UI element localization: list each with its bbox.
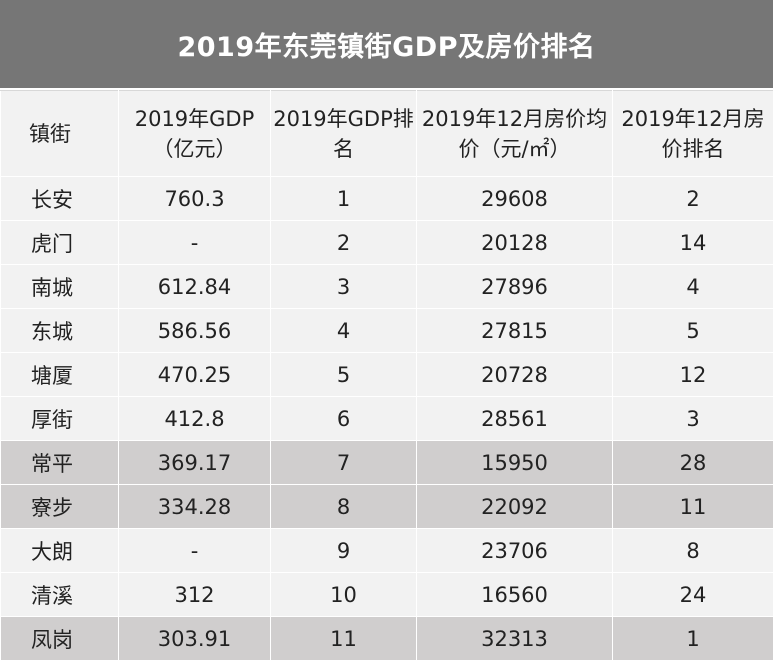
header-price: 2019年12月房价均价（元/㎡） xyxy=(417,91,613,177)
cell-gdp: 312 xyxy=(119,573,271,617)
header-price-rank: 2019年12月房价排名 xyxy=(613,91,773,177)
cell-gdp: 612.84 xyxy=(119,265,271,309)
cell-town: 寮步 xyxy=(1,485,119,529)
cell-price: 15950 xyxy=(417,441,613,485)
cell-gdp-rank: 1 xyxy=(271,177,417,221)
cell-price: 20128 xyxy=(417,221,613,265)
cell-gdp: 334.28 xyxy=(119,485,271,529)
cell-price: 29608 xyxy=(417,177,613,221)
cell-gdp: - xyxy=(119,221,271,265)
cell-town: 大朗 xyxy=(1,529,119,573)
header-row: 镇街 2019年GDP（亿元） 2019年GDP排名 2019年12月房价均价（… xyxy=(1,91,773,177)
cell-gdp-rank: 11 xyxy=(271,617,417,661)
cell-town: 南城 xyxy=(1,265,119,309)
cell-price-rank: 5 xyxy=(613,309,773,353)
cell-gdp-rank: 8 xyxy=(271,485,417,529)
cell-price-rank: 28 xyxy=(613,441,773,485)
ranking-table: 镇街 2019年GDP（亿元） 2019年GDP排名 2019年12月房价均价（… xyxy=(0,90,773,661)
cell-price: 16560 xyxy=(417,573,613,617)
cell-price-rank: 11 xyxy=(613,485,773,529)
cell-gdp: 369.17 xyxy=(119,441,271,485)
cell-price: 23706 xyxy=(417,529,613,573)
cell-gdp: - xyxy=(119,529,271,573)
cell-gdp-rank: 9 xyxy=(271,529,417,573)
cell-price: 22092 xyxy=(417,485,613,529)
cell-price-rank: 1 xyxy=(613,617,773,661)
cell-gdp-rank: 2 xyxy=(271,221,417,265)
cell-gdp-rank: 5 xyxy=(271,353,417,397)
cell-price-rank: 2 xyxy=(613,177,773,221)
cell-town: 东城 xyxy=(1,309,119,353)
cell-gdp-rank: 4 xyxy=(271,309,417,353)
cell-gdp: 412.8 xyxy=(119,397,271,441)
cell-price-rank: 8 xyxy=(613,529,773,573)
cell-price-rank: 14 xyxy=(613,221,773,265)
cell-gdp-rank: 3 xyxy=(271,265,417,309)
cell-price-rank: 12 xyxy=(613,353,773,397)
header-gdp: 2019年GDP（亿元） xyxy=(119,91,271,177)
cell-gdp-rank: 10 xyxy=(271,573,417,617)
cell-price-rank: 4 xyxy=(613,265,773,309)
cell-price: 27815 xyxy=(417,309,613,353)
cell-town: 虎门 xyxy=(1,221,119,265)
table-title: 2019年东莞镇街GDP及房价排名 xyxy=(0,0,773,90)
cell-gdp-rank: 7 xyxy=(271,441,417,485)
cell-town: 常平 xyxy=(1,441,119,485)
cell-town: 长安 xyxy=(1,177,119,221)
cell-gdp-rank: 6 xyxy=(271,397,417,441)
cell-town: 凤岗 xyxy=(1,617,119,661)
cell-town: 塘厦 xyxy=(1,353,119,397)
cell-gdp: 470.25 xyxy=(119,353,271,397)
cell-price: 32313 xyxy=(417,617,613,661)
cell-gdp: 303.91 xyxy=(119,617,271,661)
header-town: 镇街 xyxy=(1,91,119,177)
cell-price: 20728 xyxy=(417,353,613,397)
cell-town: 清溪 xyxy=(1,573,119,617)
cell-price: 27896 xyxy=(417,265,613,309)
cell-gdp: 586.56 xyxy=(119,309,271,353)
cell-town: 厚街 xyxy=(1,397,119,441)
cell-price-rank: 3 xyxy=(613,397,773,441)
header-gdp-rank: 2019年GDP排名 xyxy=(271,91,417,177)
cell-price: 28561 xyxy=(417,397,613,441)
cell-price-rank: 24 xyxy=(613,573,773,617)
cell-gdp: 760.3 xyxy=(119,177,271,221)
